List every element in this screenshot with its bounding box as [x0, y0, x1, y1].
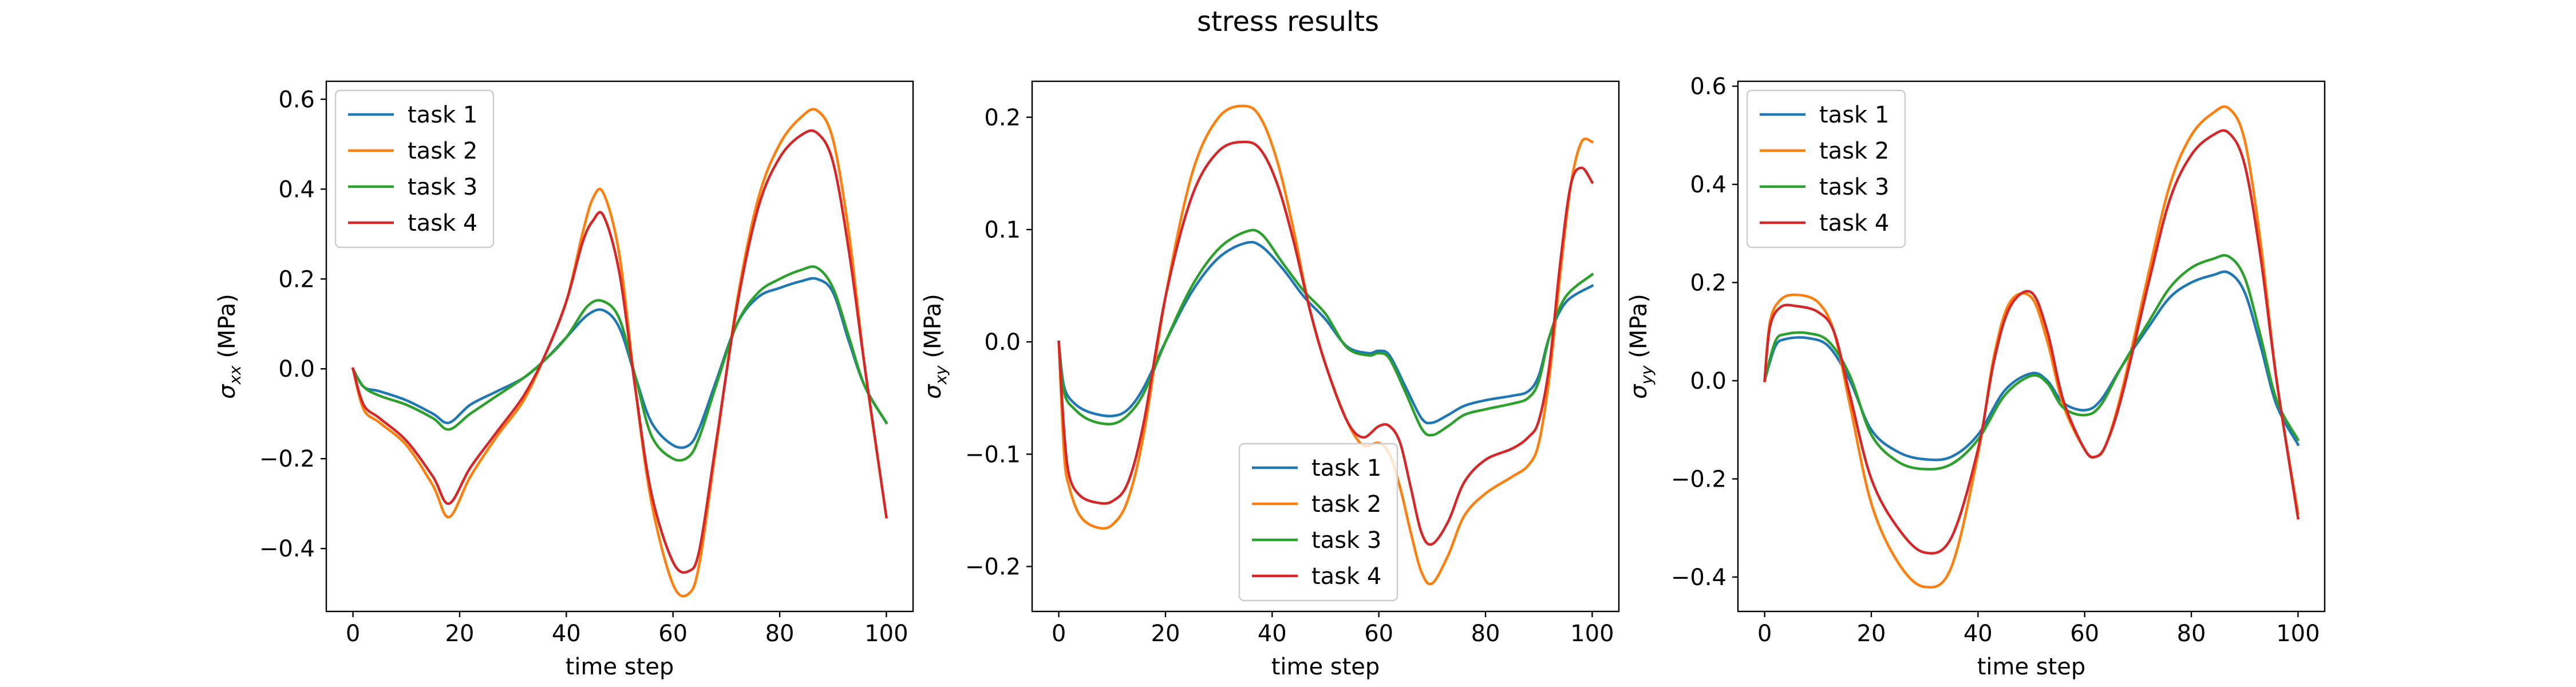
- legend-label: task 1: [1819, 102, 1889, 128]
- series-line-task-3: [351, 265, 888, 462]
- plot-lines: [1057, 104, 1594, 586]
- y-tick-label: 0.2: [984, 105, 1021, 131]
- series-line-task-3: [1057, 228, 1594, 437]
- y-tick-label: 0.0: [278, 356, 315, 382]
- legend-label: task 1: [1311, 455, 1381, 481]
- y-tick-label: −0.2: [965, 554, 1021, 581]
- legend-label: task 3: [408, 174, 477, 200]
- y-axis-symbol: σ: [214, 384, 240, 399]
- legend-label: task 1: [408, 102, 477, 128]
- y-axis-unit: (MPa): [920, 294, 946, 365]
- y-tick-label: 0.6: [1690, 74, 1726, 100]
- axes-frame: [1737, 80, 2326, 613]
- x-tick-label: 0: [346, 621, 360, 647]
- y-tick-label: −0.2: [1671, 467, 1726, 493]
- legend-box: [334, 89, 495, 248]
- legend: task 1 task 2 task 3 task 4: [1746, 89, 1906, 248]
- subplot-3: 0 20 40 60 80 100 −0.4 −0.2 0.0 0.2 0.4 0.6 time ste…: [1626, 74, 2326, 680]
- x-tick-label: 20: [1857, 621, 1886, 647]
- series-line-task-1: [1057, 240, 1594, 425]
- x-tick-label: 60: [2070, 621, 2099, 647]
- x-tick-label: 60: [658, 621, 688, 647]
- y-axis-label: σyy (MPa): [1626, 294, 1656, 399]
- legend-label: task 3: [1819, 174, 1889, 200]
- y-tick-label: 0.4: [1690, 172, 1726, 198]
- legend: task 1 task 2 task 3 task 4: [1238, 443, 1398, 602]
- y-tick-label: 0.2: [1690, 270, 1726, 297]
- x-tick-label: 0: [1052, 621, 1066, 647]
- x-tick-label: 80: [1471, 621, 1500, 647]
- x-tick-label: 40: [552, 621, 581, 647]
- figure-suptitle: stress results: [1196, 6, 1380, 38]
- y-tick-label: 0.2: [278, 266, 315, 293]
- y-tick-label: 0.4: [278, 176, 315, 203]
- y-tick-label: 0.0: [1690, 368, 1726, 394]
- x-tick-label: 20: [1151, 621, 1180, 647]
- y-tick-label: −0.1: [965, 441, 1021, 468]
- y-tick-label: 0.1: [984, 217, 1021, 243]
- x-axis-label: time step: [1271, 654, 1380, 680]
- legend: task 1 task 2 task 3 task 4: [334, 89, 495, 248]
- y-tick-label: −0.4: [1671, 564, 1726, 591]
- axes-frame: [325, 80, 914, 613]
- series-line-task-3: [1763, 254, 2300, 471]
- subplot-1: 0 20 40 60 80 100 −0.4 −0.2 0.0 0.2 0.4 0.6 time ste…: [214, 80, 914, 680]
- x-tick-label: 0: [1757, 621, 1772, 647]
- legend-label: task 4: [1311, 563, 1381, 590]
- plot-lines: [351, 108, 888, 598]
- x-tick-label: 100: [2276, 621, 2320, 647]
- legend-label: task 3: [1311, 527, 1381, 554]
- axes-frame: [1031, 80, 1620, 613]
- legend-label: task 2: [408, 138, 477, 164]
- x-tick-label: 20: [445, 621, 475, 647]
- y-axis-label: σxy (MPa): [920, 294, 950, 399]
- y-tick-label: −0.4: [259, 536, 315, 562]
- y-axis-subscript: yy: [1637, 365, 1656, 385]
- y-axis-subscript: xy: [931, 365, 950, 385]
- x-tick-label: 100: [864, 621, 908, 647]
- series-line-task-4: [1763, 129, 2300, 555]
- legend-label: task 2: [1819, 138, 1889, 164]
- y-axis-label: σxx (MPa): [214, 294, 244, 399]
- legend-box: [1746, 89, 1906, 248]
- y-axis-unit: (MPa): [1626, 294, 1652, 365]
- y-tick-label: 0.6: [278, 86, 315, 113]
- x-tick-label: 40: [1258, 621, 1287, 647]
- y-axis-unit: (MPa): [214, 294, 240, 365]
- legend-label: task 4: [1819, 210, 1889, 236]
- plot-lines: [1763, 105, 2300, 589]
- series-line-task-4: [1057, 140, 1594, 546]
- y-axis-subscript: xx: [226, 365, 244, 385]
- x-tick-label: 40: [1963, 621, 1993, 647]
- y-axis-symbol: σ: [1626, 384, 1652, 399]
- series-line-task-4: [351, 129, 888, 574]
- y-axis-symbol: σ: [920, 384, 946, 399]
- series-line-task-1: [351, 277, 888, 449]
- x-axis-label: time step: [566, 654, 674, 680]
- legend-label: task 4: [408, 210, 477, 236]
- x-tick-label: 80: [2177, 621, 2206, 647]
- x-tick-label: 80: [765, 621, 795, 647]
- x-tick-label: 100: [1570, 621, 1614, 647]
- x-axis-label: time step: [1977, 654, 2086, 680]
- subplot-2: 0 20 40 60 80 100 −0.2 −0.1 0.0 0.1 0.2 time step σx…: [920, 80, 1620, 680]
- legend-label: task 2: [1311, 491, 1381, 518]
- series-line-task-1: [1763, 270, 2300, 461]
- y-tick-label: 0.0: [984, 329, 1021, 356]
- legend-box: [1238, 443, 1398, 602]
- x-tick-label: 60: [1364, 621, 1393, 647]
- y-tick-label: −0.2: [259, 446, 315, 472]
